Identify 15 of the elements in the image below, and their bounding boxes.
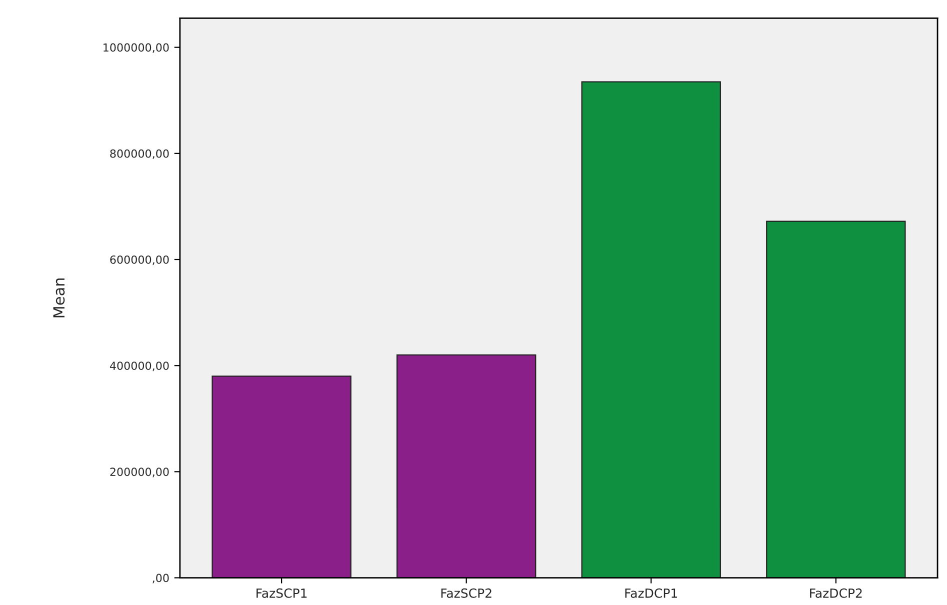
x-tick-label: FazSCP1 xyxy=(256,588,307,598)
bar xyxy=(396,354,536,578)
bar xyxy=(212,376,352,578)
y-tick-label: 200000,00 xyxy=(110,468,169,478)
bar xyxy=(581,81,721,578)
y-tick-label: ,00 xyxy=(152,574,169,584)
x-tick-label: FazSCP2 xyxy=(441,588,492,598)
x-tick-label: FazDCP1 xyxy=(625,588,678,598)
x-tick-label: FazDCP2 xyxy=(810,588,862,598)
y-tick-label: 600000,00 xyxy=(110,255,169,266)
y-axis-title: Mean xyxy=(53,278,65,318)
y-tick-label: 400000,00 xyxy=(110,362,169,372)
y-tick-label: 1000000,00 xyxy=(104,43,169,53)
y-tick-label: 800000,00 xyxy=(110,149,169,159)
bar xyxy=(766,220,906,578)
